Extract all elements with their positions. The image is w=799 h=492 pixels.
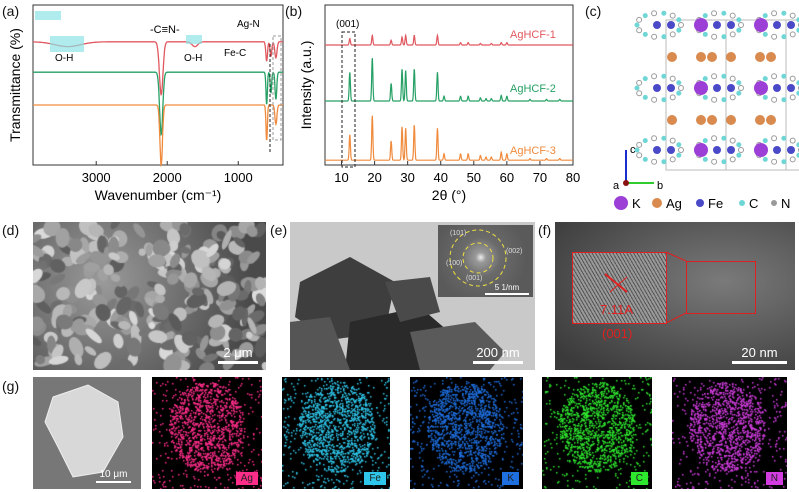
eds-element-label: Ag	[236, 472, 258, 485]
hrtem-scale-bar: 20 nm	[732, 345, 787, 364]
axis-a-label: a	[613, 180, 620, 192]
legend-aghcf1: AgHCF-1	[510, 29, 556, 41]
ftir-series-2	[33, 72, 283, 134]
lattice-spacing: 7.11A	[600, 302, 633, 317]
xrd-tick-label: 50	[467, 170, 481, 185]
fft-scale-bar: 5 1/nm	[485, 283, 529, 295]
annot-fec: Fe-C	[224, 48, 246, 59]
eds-map-ag: Ag	[152, 377, 262, 489]
annot-cn: -C≡N-	[150, 24, 180, 36]
legend-atom-ag-icon	[652, 198, 662, 208]
figure: (a) (b) (c) (d) (e) (f) (g) O-H -C≡N- O-…	[0, 0, 799, 492]
ftir-xlabel: Wavenumber (cm⁻¹)	[95, 187, 222, 203]
legend-atom-label: N	[781, 196, 790, 211]
xrd-tick-label: 20	[367, 170, 381, 185]
xrd-tick-label: 30	[400, 170, 414, 185]
tem-scale-label: 200 nm	[476, 345, 519, 360]
eds-map-k: K	[410, 377, 523, 489]
legend-aghcf2: AgHCF-2	[510, 83, 556, 95]
eds-element-label: C	[631, 472, 648, 485]
fft-scale-label: 5 1/nm	[495, 283, 519, 292]
oh-band-highlight	[35, 11, 61, 20]
eds-element-label: Fe	[364, 472, 386, 485]
xrd-tick-label: 60	[500, 170, 514, 185]
ftir-tick-label: 2000	[153, 170, 182, 185]
tem-image: (101) (002) (100) (001) 5 1/nm 200 nm	[290, 222, 535, 370]
legend-atom-fe-icon	[696, 199, 704, 207]
axis-c-label: c	[630, 144, 636, 156]
legend-atom-label: Fe	[708, 196, 723, 211]
legend-atom-c-icon	[739, 200, 745, 206]
annot-agn: Ag-N	[237, 19, 260, 30]
ftir-tick-label: 1000	[224, 170, 253, 185]
eds-element-label: N	[766, 472, 783, 485]
xrd-xlabel: 2θ (°)	[432, 187, 466, 203]
axis-b-label: b	[657, 180, 663, 192]
legend-atom-k-icon	[614, 196, 628, 210]
sem-scale-bar: 2 μm	[218, 345, 258, 364]
oh-band-highlight-2	[186, 35, 202, 44]
panel-label-g: (g)	[2, 378, 19, 394]
hrtem-scale-label: 20 nm	[741, 345, 777, 360]
axis-a-dot	[623, 180, 629, 186]
xrd-tick-label: 10	[334, 170, 348, 185]
annot-oh-2: O-H	[184, 53, 202, 64]
ring-002: (002)	[506, 248, 522, 255]
crystal-structure: c a b K Ag Fe C N	[584, 0, 799, 215]
oh-band-highlight-1	[50, 36, 84, 52]
sem-image: 2 μm	[33, 222, 266, 370]
legend-atom-label: C	[749, 196, 758, 211]
fft-inset: (101) (002) (100) (001) 5 1/nm	[438, 225, 533, 297]
legend-aghcf3: AgHCF-3	[510, 145, 556, 157]
legend-atom-label: K	[632, 196, 641, 211]
lattice-plane: (001)	[602, 326, 632, 341]
sem-scale-label: 2 μm	[223, 345, 252, 360]
eds-map-c: C	[542, 377, 652, 489]
annot-001: (001)	[336, 19, 359, 30]
panel-label-d: (d)	[2, 222, 19, 238]
legend-atom-n-icon	[771, 200, 777, 206]
panel-label-e: (e)	[270, 222, 287, 238]
charts-ab: O-H -C≡N- O-H Ag-N Fe-C 3000 2000 1000 Wav…	[0, 0, 580, 215]
eds-scale-label: 10 μm	[100, 469, 128, 480]
panel-label-f: (f)	[538, 222, 551, 238]
ring-001: (001)	[466, 275, 482, 282]
hrtem-image: 7.11A (001) 20 nm	[555, 222, 795, 370]
eds-sem-image: 10 μm	[33, 377, 141, 489]
ring-100: (100)	[446, 260, 462, 267]
ring-101: (101)	[450, 230, 466, 237]
atom-legend: K Ag Fe C N	[614, 196, 790, 211]
xrd-tick-label: 70	[533, 170, 547, 185]
eds-scale-bar: 10 μm	[96, 469, 131, 483]
ftir-ylabel: Transmittance (%)	[7, 28, 23, 142]
xrd-tick-label: 80	[566, 170, 580, 185]
xrd-tick-label: 40	[433, 170, 447, 185]
eds-map-n: N	[672, 377, 787, 489]
tem-scale-bar: 200 nm	[473, 345, 523, 364]
eds-element-label: K	[502, 472, 519, 485]
eds-map-fe: Fe	[282, 377, 390, 489]
ftir-tick-label: 3000	[82, 170, 111, 185]
legend-atom-label: Ag	[666, 196, 682, 211]
xrd-ylabel: Intensity (a.u.)	[298, 41, 314, 130]
annot-oh-1: O-H	[55, 53, 73, 64]
ftir-series-3	[33, 105, 283, 165]
xrd-plot	[325, 35, 573, 160]
